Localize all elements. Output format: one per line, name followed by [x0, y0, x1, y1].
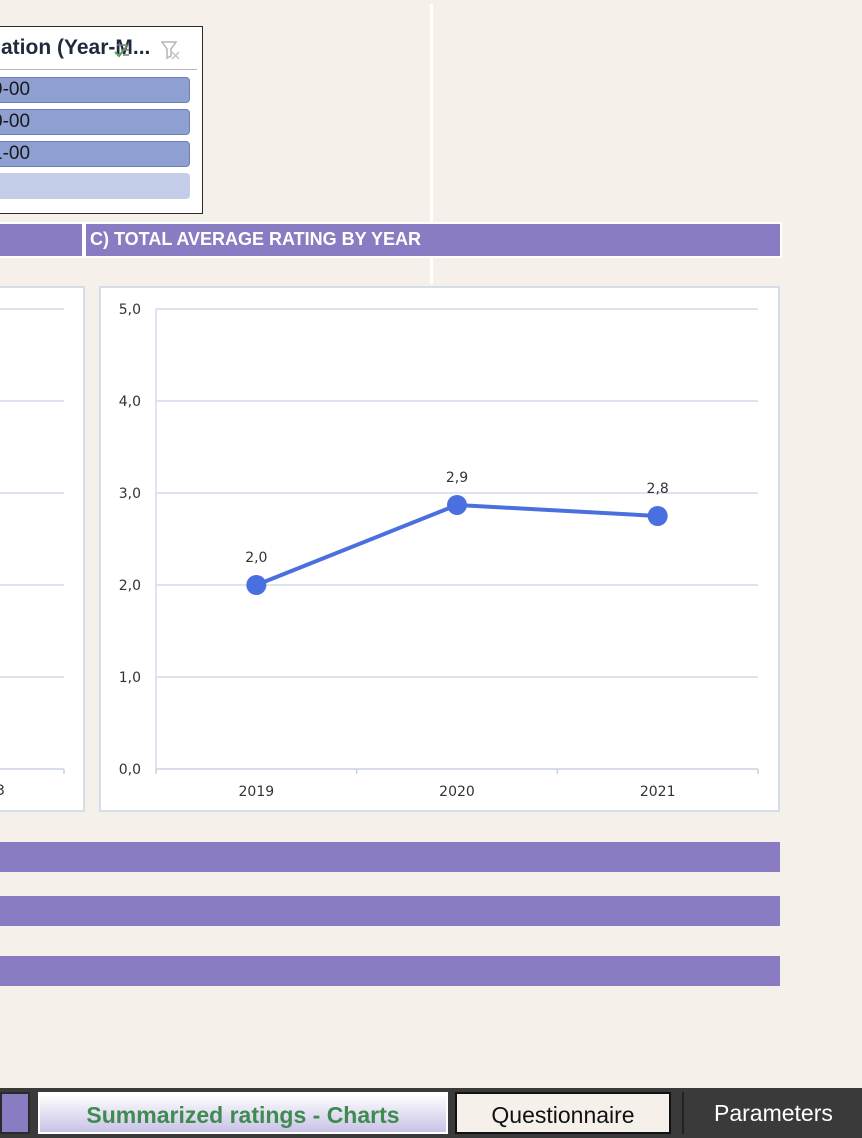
sheet-tab-previous[interactable] [0, 1092, 30, 1134]
line-chart: 0,0 1,0 2,0 3,0 4,0 5,0 2019 2020 2021 2,0 2,9 2,8 [119, 302, 759, 800]
data-point [246, 575, 267, 595]
multi-select-icon[interactable] [113, 39, 131, 61]
left-chart: 3 [0, 308, 65, 799]
y-tick-label: 3,0 [119, 486, 141, 502]
data-label: 2,0 [245, 550, 267, 566]
slicer-title: ation (Year-M... [1, 36, 151, 59]
section-title: C) TOTAL AVERAGE RATING BY YEAR [90, 229, 422, 249]
section-header-bar [0, 896, 780, 926]
data-point [647, 506, 668, 526]
column-gridline [430, 4, 433, 284]
chart-panel-c: 0,0 1,0 2,0 3,0 4,0 5,0 2019 2020 2021 2,0 2,9 2,8 [99, 286, 780, 812]
slicer-divider [0, 69, 197, 70]
slicer-item[interactable] [0, 173, 190, 199]
date-slicer[interactable]: ation (Year-M... 9-00 [0, 26, 203, 214]
y-tick-label: 1,0 [119, 670, 141, 686]
y-tick-label: 2,0 [119, 578, 141, 594]
sheet-tab-parameters[interactable]: Parameters [682, 1092, 862, 1134]
section-header-bar [0, 956, 780, 986]
x-tick-label: 2019 [239, 784, 275, 800]
slicer-item[interactable]: 9-00 [0, 77, 190, 103]
sheet-tab-summarized-charts[interactable]: Summarized ratings - Charts [38, 1092, 448, 1134]
sheet-tab-questionnaire[interactable]: Questionnaire [455, 1092, 671, 1134]
slicer-item[interactable]: 1-00 [0, 141, 190, 167]
data-label: 2,8 [647, 481, 669, 497]
section-header-b [0, 222, 84, 258]
slicer-item-label: 1-00 [0, 143, 31, 164]
y-tick-label: 0,0 [119, 762, 141, 778]
sheet-tab-bar: Summarized ratings - Charts Questionnair… [0, 1088, 862, 1138]
x-tick-label: 2020 [439, 784, 475, 800]
x-tick-label: 3 [0, 783, 5, 799]
y-tick-label: 5,0 [119, 302, 141, 318]
data-label: 2,9 [446, 470, 468, 486]
slicer-item[interactable]: 0-00 [0, 109, 190, 135]
clear-filter-icon[interactable] [160, 39, 181, 61]
data-point [447, 494, 467, 515]
y-tick-label: 4,0 [119, 394, 141, 410]
section-header-bar [0, 842, 780, 872]
section-header-c: C) TOTAL AVERAGE RATING BY YEAR [84, 222, 782, 258]
slicer-header: ation (Year-M... [0, 27, 202, 69]
x-tick-label: 2021 [640, 784, 676, 800]
series-line [255, 502, 658, 587]
slicer-item-label: 9-00 [0, 79, 31, 100]
slicer-item-label: 0-00 [0, 111, 31, 132]
chart-panel-left: 3 [0, 286, 85, 812]
